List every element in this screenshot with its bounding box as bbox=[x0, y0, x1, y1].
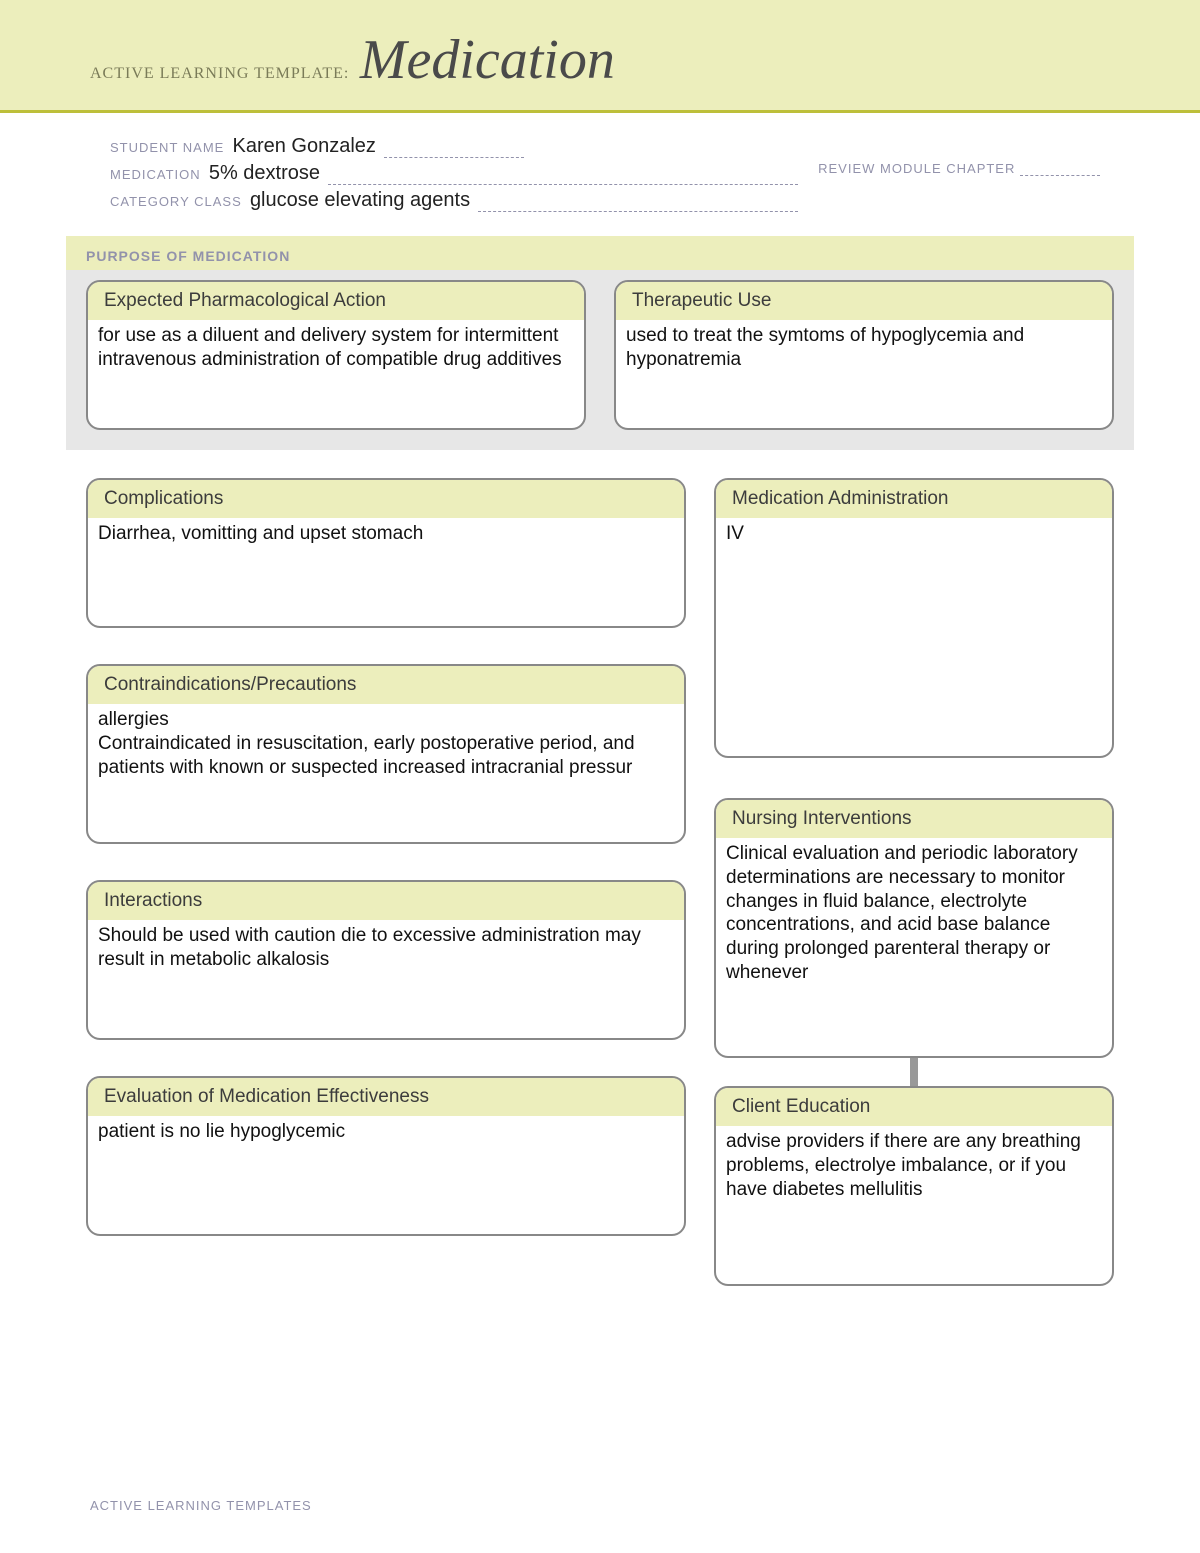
nursing-interventions-card: Nursing Interventions Clinical evaluatio… bbox=[714, 798, 1114, 1058]
card-title: Contraindications/Precautions bbox=[88, 666, 684, 704]
contraindications-card: Contraindications/Precautions allergies … bbox=[86, 664, 686, 844]
card-title: Medication Administration bbox=[716, 480, 1112, 518]
card-body: patient is no lie hypoglycemic bbox=[88, 1116, 684, 1154]
category-value: glucose elevating agents bbox=[246, 189, 474, 211]
footer-text: ACTIVE LEARNING TEMPLATES bbox=[90, 1498, 312, 1513]
card-body: Diarrhea, vomitting and upset stomach bbox=[88, 518, 684, 556]
spacer bbox=[714, 758, 1114, 798]
card-title: Nursing Interventions bbox=[716, 800, 1112, 838]
card-body: IV bbox=[716, 518, 1112, 556]
left-column: Complications Diarrhea, vomitting and up… bbox=[86, 478, 686, 1286]
student-name-label: STUDENT NAME bbox=[110, 140, 224, 155]
card-body: advise providers if there are any breath… bbox=[716, 1126, 1112, 1211]
underline bbox=[478, 198, 798, 212]
connector-line bbox=[910, 1058, 918, 1086]
purpose-label: PURPOSE OF MEDICATION bbox=[86, 248, 1114, 264]
card-title: Client Education bbox=[716, 1088, 1112, 1126]
card-title: Therapeutic Use bbox=[616, 282, 1112, 320]
card-body: Should be used with caution die to exces… bbox=[88, 920, 684, 982]
medication-administration-card: Medication Administration IV bbox=[714, 478, 1114, 758]
card-title: Evaluation of Medication Effectiveness bbox=[88, 1078, 684, 1116]
interactions-card: Interactions Should be used with caution… bbox=[86, 880, 686, 1040]
banner-title: Medication bbox=[360, 28, 615, 92]
card-body: allergies Contraindicated in resuscitati… bbox=[88, 704, 684, 789]
category-label: CATEGORY CLASS bbox=[110, 194, 242, 209]
medication-value: 5% dextrose bbox=[205, 162, 324, 184]
complications-card: Complications Diarrhea, vomitting and up… bbox=[86, 478, 686, 628]
right-column: Medication Administration IV Nursing Int… bbox=[714, 478, 1114, 1286]
medication-template-page: ACTIVE LEARNING TEMPLATE: Medication STU… bbox=[0, 0, 1200, 1553]
card-title: Interactions bbox=[88, 882, 684, 920]
banner: ACTIVE LEARNING TEMPLATE: Medication bbox=[0, 0, 1200, 113]
medication-label: MEDICATION bbox=[110, 167, 201, 182]
card-body: for use as a diluent and delivery system… bbox=[88, 320, 584, 382]
client-education-card: Client Education advise providers if the… bbox=[714, 1086, 1114, 1286]
evaluation-card: Evaluation of Medication Effectiveness p… bbox=[86, 1076, 686, 1236]
underline bbox=[1020, 162, 1100, 176]
purpose-section-bar: PURPOSE OF MEDICATION bbox=[66, 236, 1134, 270]
card-body: Clinical evaluation and periodic laborat… bbox=[716, 838, 1112, 995]
card-body: used to treat the symtoms of hypoglycemi… bbox=[616, 320, 1112, 382]
therapeutic-use-card: Therapeutic Use used to treat the symtom… bbox=[614, 280, 1114, 430]
meta-block: STUDENT NAME Karen Gonzalez MEDICATION 5… bbox=[0, 113, 1200, 230]
student-name-value: Karen Gonzalez bbox=[229, 135, 380, 157]
purpose-row: Expected Pharmacological Action for use … bbox=[66, 270, 1134, 450]
card-title: Expected Pharmacological Action bbox=[88, 282, 584, 320]
underline bbox=[328, 171, 798, 185]
banner-prefix: ACTIVE LEARNING TEMPLATE: bbox=[90, 65, 349, 83]
card-title: Complications bbox=[88, 480, 684, 518]
underline bbox=[384, 144, 524, 158]
pharmacological-action-card: Expected Pharmacological Action for use … bbox=[86, 280, 586, 430]
main-grid: Complications Diarrhea, vomitting and up… bbox=[86, 478, 1114, 1286]
review-module-chapter: REVIEW MODULE CHAPTER bbox=[818, 161, 1100, 176]
